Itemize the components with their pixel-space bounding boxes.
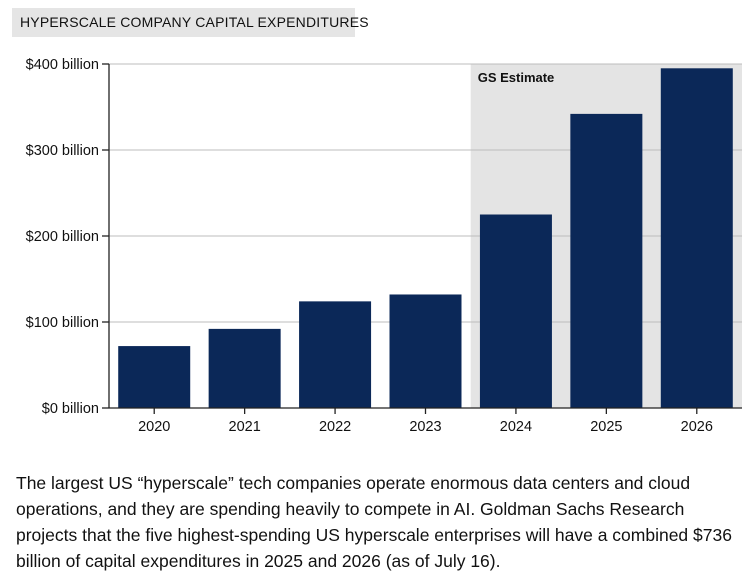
x-tick-label: 2022 (319, 419, 351, 435)
chart-title: HYPERSCALE COMPANY CAPITAL EXPENDITURES (12, 8, 369, 37)
chart-caption: The largest US “hyperscale” tech compani… (16, 473, 732, 571)
x-tick-label: 2026 (681, 419, 713, 435)
y-tick-label: $400 billion (26, 57, 99, 73)
y-tick-label: $0 billion (42, 401, 99, 417)
estimate-region-label: GS Estimate (478, 70, 555, 85)
bar-2026 (660, 68, 733, 409)
bar-2023 (389, 294, 462, 408)
bar-2025 (570, 113, 643, 408)
x-tick-label: 2024 (500, 419, 532, 435)
bar-2022 (299, 301, 372, 408)
bar-chart: GS Estimate $0 billion $100 billion $200 bi… (26, 57, 742, 435)
y-tick-label: $300 billion (26, 143, 99, 159)
bar-2024 (479, 214, 552, 408)
bar-2021 (208, 328, 281, 408)
y-tick-label: $100 billion (26, 315, 99, 331)
x-tick-label: 2025 (590, 419, 622, 435)
bar-2020 (118, 346, 191, 408)
x-tick-label: 2020 (138, 419, 170, 435)
y-tick-label: $200 billion (26, 229, 99, 245)
x-tick-label: 2021 (229, 419, 261, 435)
x-tick-label: 2023 (409, 419, 441, 435)
